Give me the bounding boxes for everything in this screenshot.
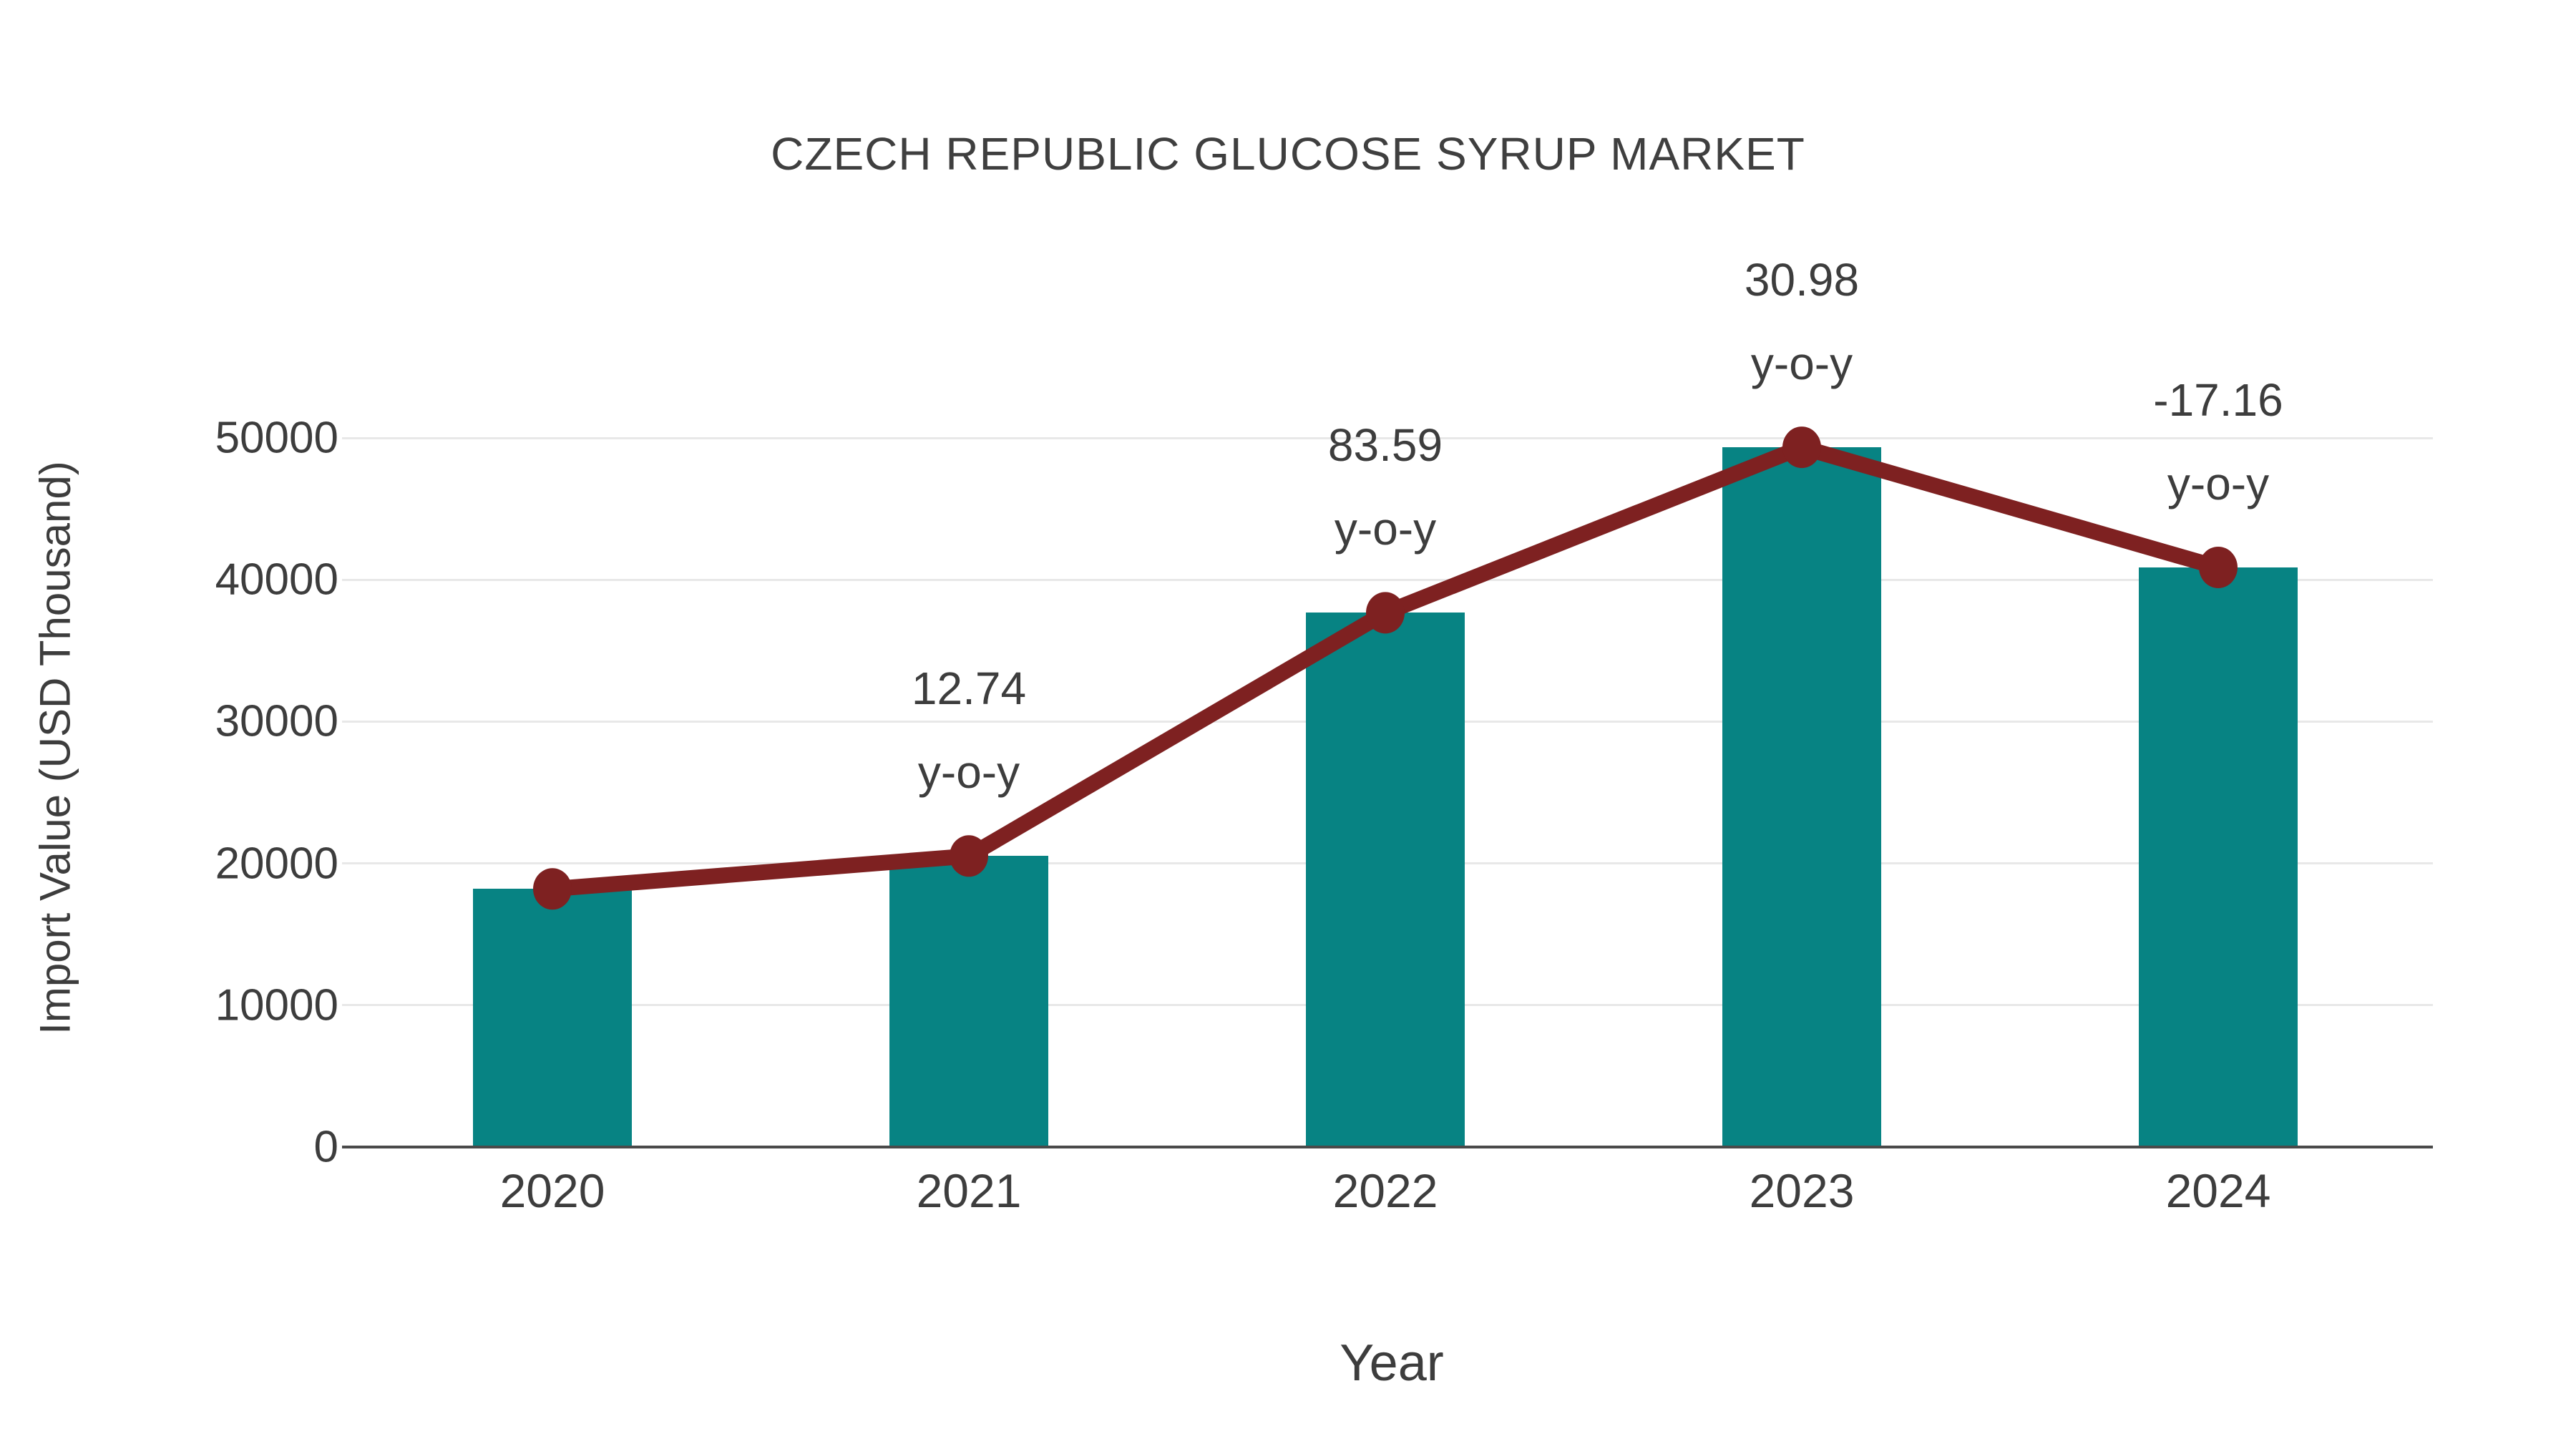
gridline-50000 [342,436,2433,439]
y-tick-label-0: 0 [313,1122,338,1172]
bar-2024[interactable] [2139,567,2298,1147]
x-axis-line [342,1146,2433,1148]
yoy-value-2023: 30.98 [1744,254,1860,306]
yoy-value-2022: 83.59 [1327,419,1443,472]
data-point-2021[interactable] [950,835,988,877]
y-tick-label-50000: 50000 [215,413,338,463]
data-point-2023[interactable] [1782,426,1821,469]
x-tick-label-2023: 2023 [1749,1164,1855,1217]
y-tick-label-10000: 10000 [215,980,338,1030]
yoy-suffix-2023: y-o-y [1750,338,1853,390]
yoy-value-2021: 12.74 [911,663,1027,715]
bar-2023[interactable] [1722,447,1881,1147]
data-point-2020[interactable] [533,868,572,910]
chart-title: CZECH REPUBLIC GLUCOSE SYRUP MARKET [771,128,1805,180]
data-point-2022[interactable] [1366,592,1405,634]
y-tick-label-40000: 40000 [215,555,338,605]
bar-2022[interactable] [1306,613,1465,1147]
data-point-2024[interactable] [2199,546,2238,588]
x-tick-label-2021: 2021 [916,1164,1022,1217]
yoy-suffix-2024: y-o-y [2167,457,2270,509]
x-tick-label-2024: 2024 [2165,1164,2271,1217]
x-axis-title: Year [1340,1335,1444,1392]
gridline-40000 [342,578,2433,581]
bar-2020[interactable] [473,889,632,1147]
y-tick-label-30000: 30000 [215,696,338,746]
x-tick-label-2022: 2022 [1332,1164,1438,1217]
yoy-suffix-2022: y-o-y [1334,503,1437,555]
bar-2021[interactable] [889,856,1048,1147]
yoy-suffix-2021: y-o-y [917,746,1020,799]
yoy-value-2024: -17.16 [2153,374,2283,426]
x-tick-label-2020: 2020 [499,1164,605,1217]
y-tick-label-20000: 20000 [215,839,338,889]
